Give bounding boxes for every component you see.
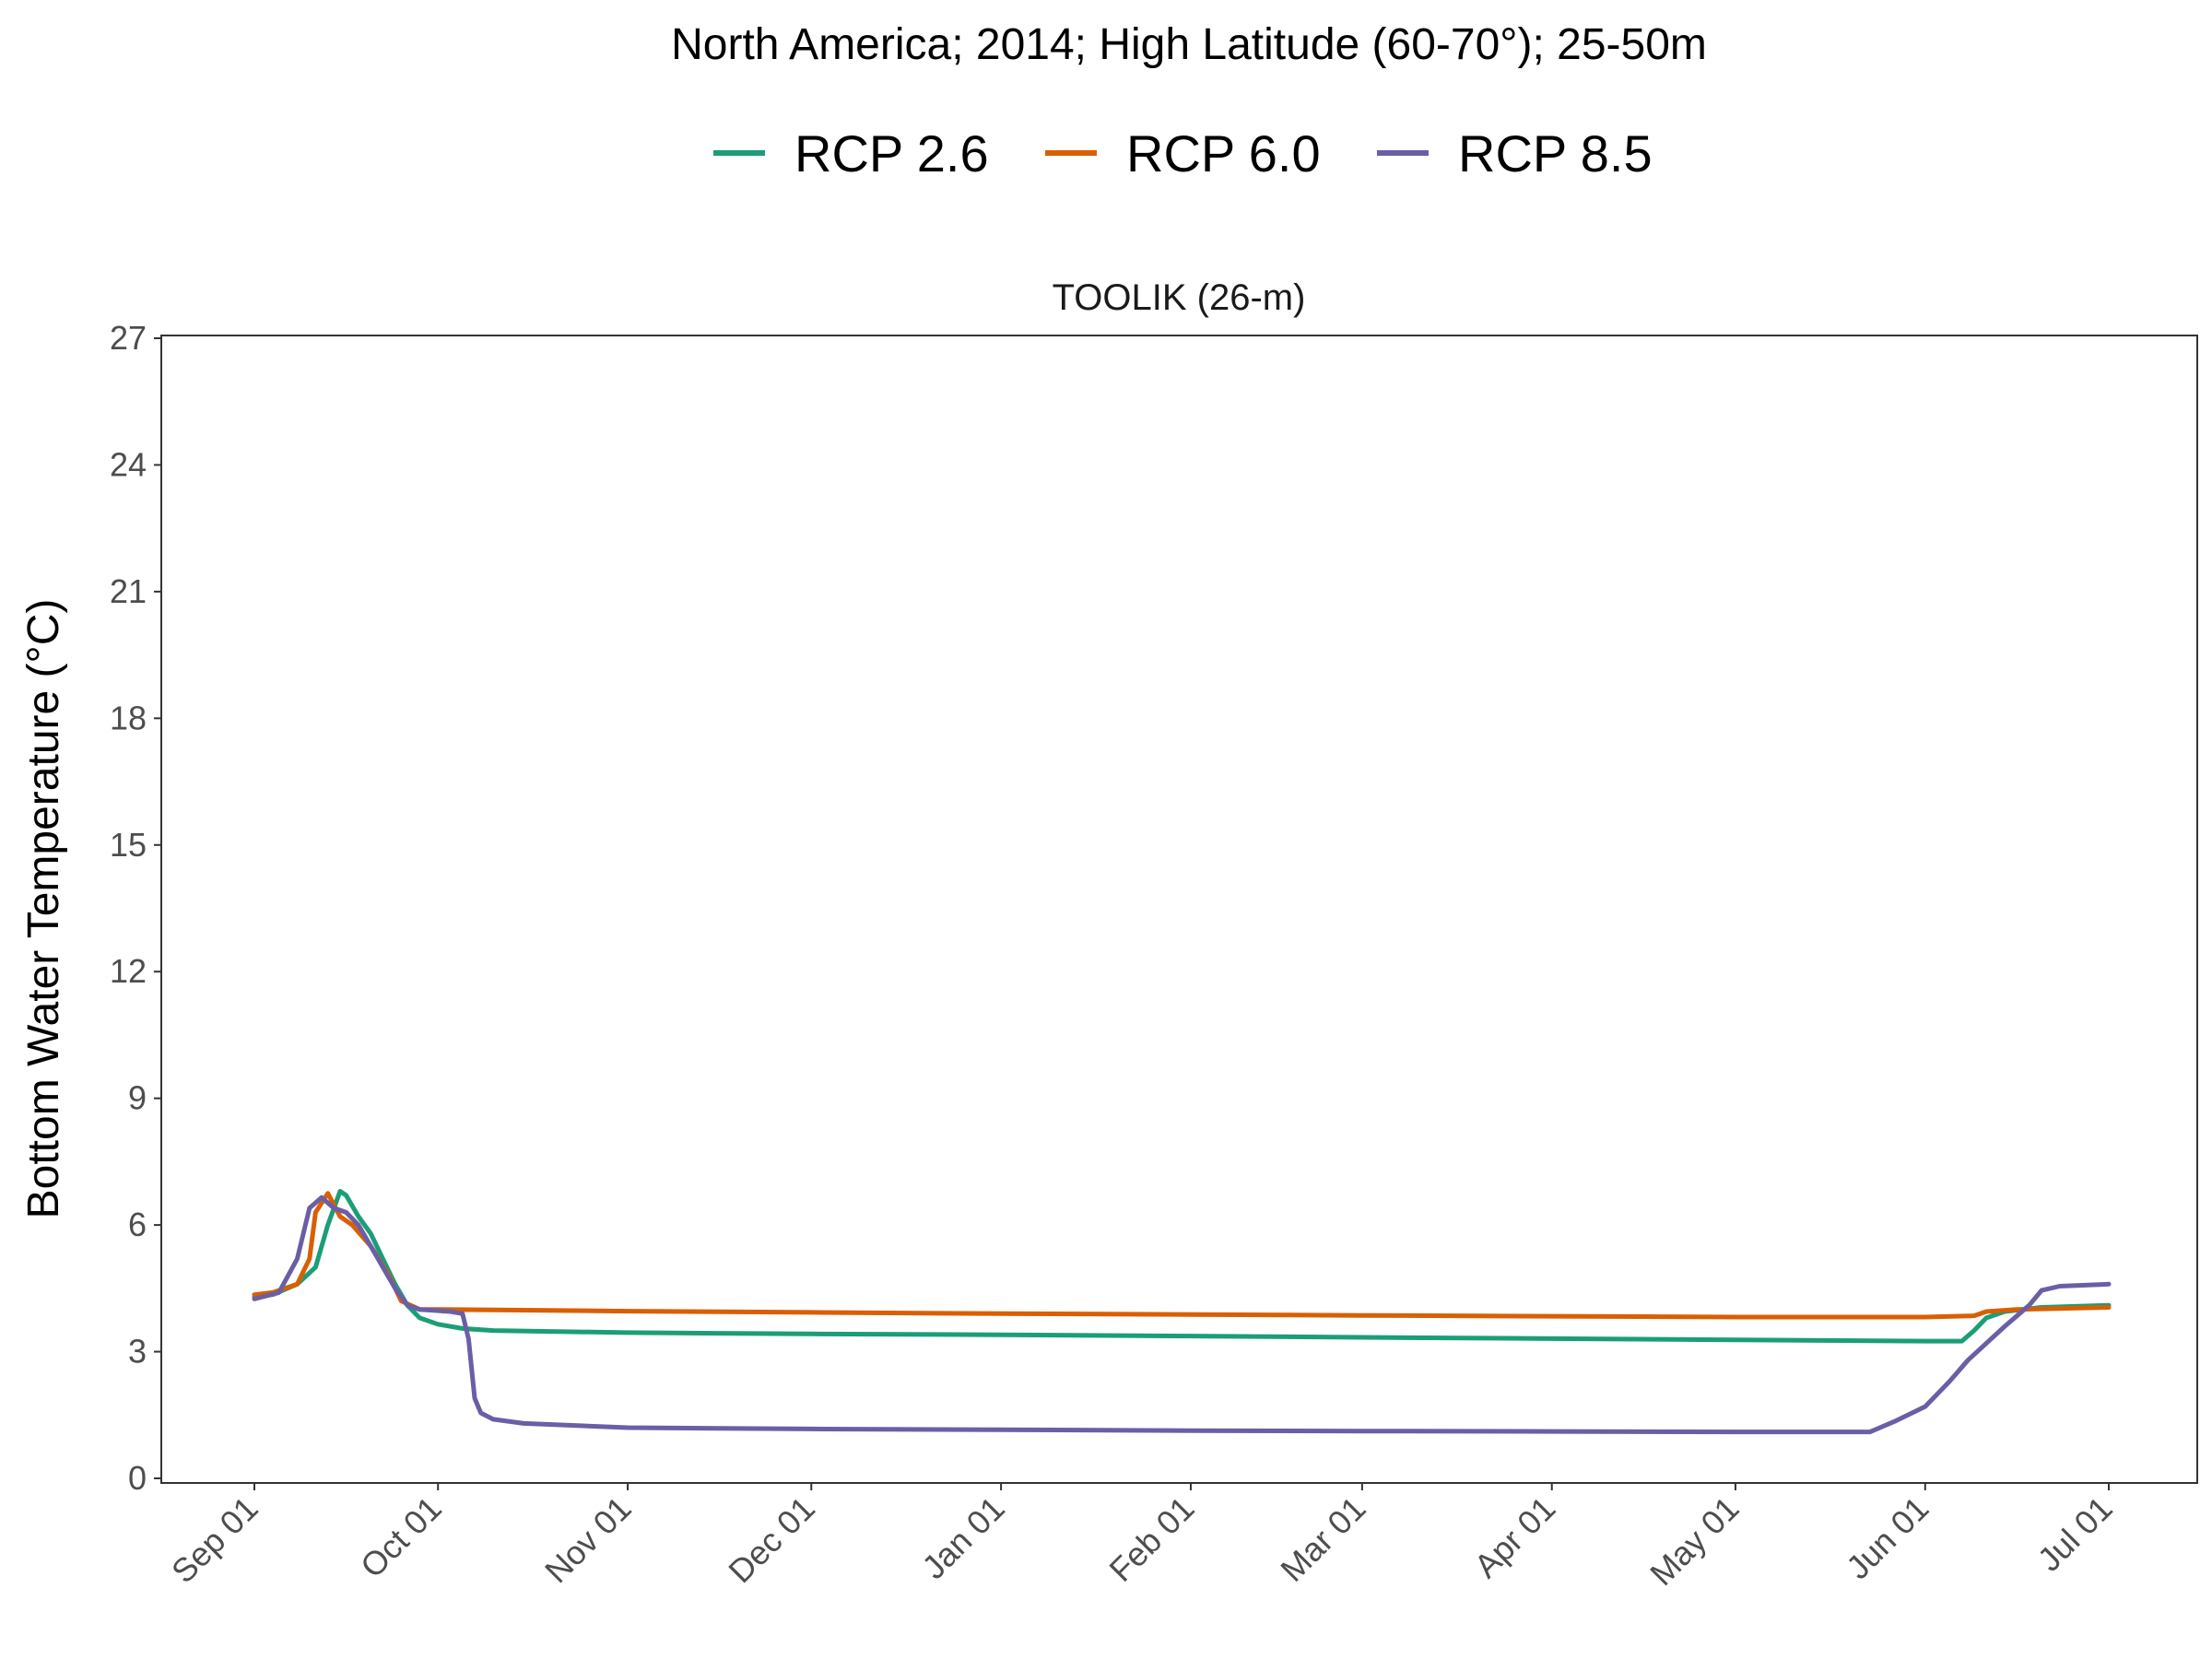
legend-label-2: RCP 6.0	[1126, 124, 1321, 182]
y-tick-label: 18	[110, 699, 147, 736]
series-lines	[252, 1189, 2112, 1435]
chart-title: North America; 2014; High Latitude (60-7…	[671, 20, 1707, 69]
y-tick-label: 6	[128, 1206, 147, 1243]
x-axis: Sep 01 Oct 01 Nov 01 Dec 01 Jan 01 Feb 01 Mar …	[164, 1483, 2120, 1593]
panel-title: TOOLIK (26-m)	[1053, 277, 1306, 318]
x-tick-label: Jul 01	[2030, 1489, 2120, 1579]
plot-panel	[160, 335, 2198, 1484]
y-axis: 0 3 6 9 12 15 18 21 24 27	[110, 319, 161, 1497]
y-tick-label: 21	[110, 572, 147, 610]
x-tick-label: Nov 01	[537, 1489, 639, 1591]
legend: RCP 2.6 RCP 6.0 RCP 8.5	[713, 124, 1653, 182]
series-line-1	[252, 1189, 2112, 1344]
legend-label-3: RCP 8.5	[1458, 124, 1653, 182]
y-tick-label: 9	[128, 1079, 147, 1117]
x-tick-label: Oct 01	[353, 1489, 449, 1585]
y-axis-title: Bottom Water Temperature (°C)	[19, 599, 68, 1219]
y-tick-label: 0	[128, 1459, 147, 1497]
y-tick-label: 15	[110, 826, 147, 864]
x-tick-label: Apr 01	[1466, 1489, 1562, 1585]
series-line-3	[252, 1194, 2112, 1435]
x-tick-label: Sep 01	[164, 1489, 265, 1591]
x-tick-label: Dec 01	[721, 1489, 822, 1591]
y-tick-label: 27	[110, 319, 147, 357]
legend-label-1: RCP 2.6	[794, 124, 989, 182]
y-tick-label: 24	[110, 445, 147, 483]
x-tick-label: Jan 01	[914, 1489, 1011, 1586]
x-tick-label: Feb 01	[1101, 1489, 1201, 1589]
y-tick-label: 12	[110, 952, 147, 990]
y-tick-label: 3	[128, 1333, 147, 1371]
x-tick-label: May 01	[1642, 1489, 1746, 1593]
x-tick-label: Jun 01	[1839, 1489, 1936, 1586]
x-tick-label: Mar 01	[1273, 1489, 1372, 1589]
